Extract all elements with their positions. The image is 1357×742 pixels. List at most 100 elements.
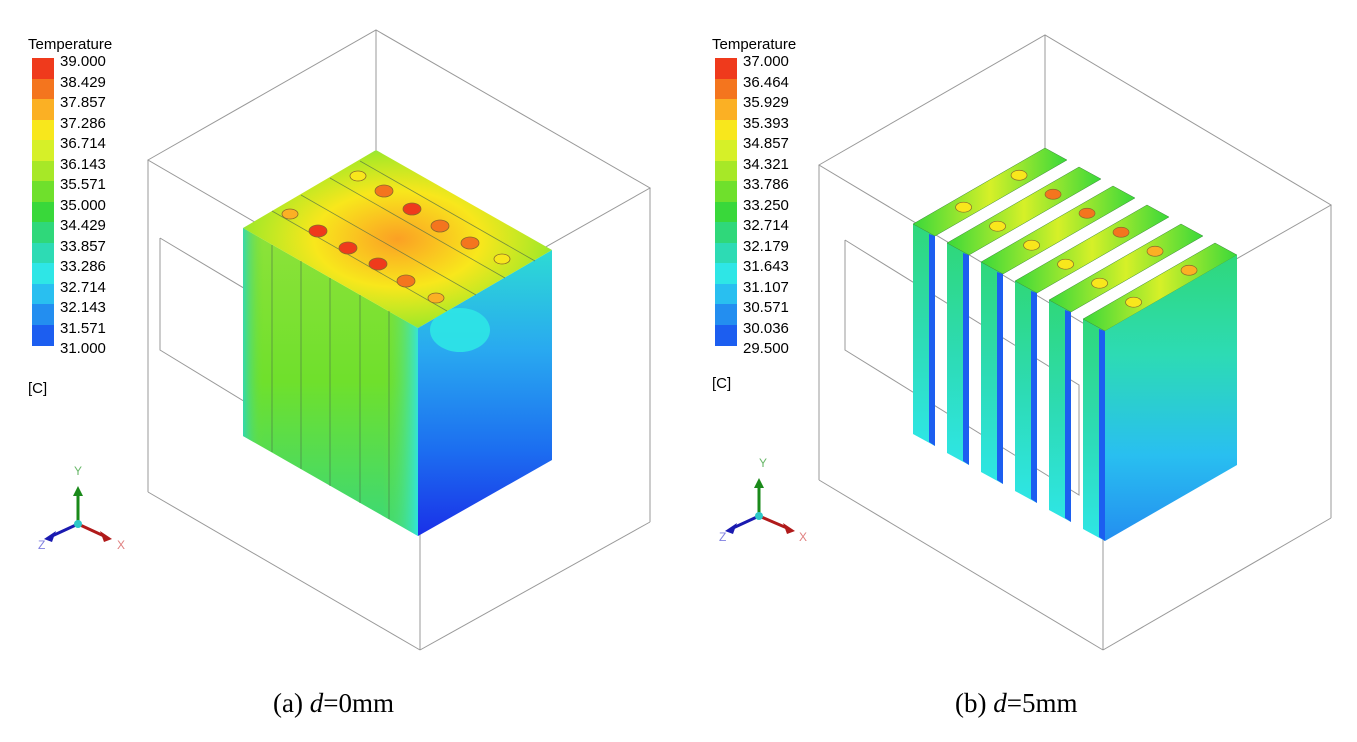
terminal: [955, 201, 972, 213]
legend-tick-label: 38.429: [60, 73, 106, 91]
axis-label-z: Z: [719, 530, 727, 544]
axis-triad: [725, 478, 795, 534]
legend-tick-label: 33.286: [60, 258, 106, 275]
legend-swatch: [715, 283, 737, 305]
cell-gap-shadow: [929, 234, 935, 446]
legend-swatch: [32, 242, 54, 264]
legend-swatch: [32, 201, 54, 223]
cell-top-face: [946, 166, 1102, 256]
legend-tick-label: 29.500: [743, 340, 789, 357]
legend-unit: [C]: [712, 375, 732, 392]
legend-tick-label: 36.714: [60, 135, 106, 152]
axis-triad: [44, 486, 112, 542]
caption-b: (b) d=5mm: [955, 688, 1078, 718]
legend-tick-label: 33.857: [60, 237, 106, 255]
cell-gap-shadow: [963, 253, 969, 465]
legend-tick-label: 35.929: [743, 94, 789, 111]
legend-tick-label: 35.000: [60, 196, 106, 214]
legend-swatch: [32, 160, 54, 182]
legend-swatch: [715, 242, 737, 264]
legend-swatch: [715, 324, 737, 346]
cell-top-face: [1014, 204, 1170, 294]
terminal: [1023, 239, 1040, 251]
legend-tick-label: 35.393: [743, 114, 789, 132]
terminal: [1044, 188, 1062, 200]
cell-gap-shadow: [1065, 310, 1071, 522]
cell-top-face: [980, 185, 1136, 275]
battery-top-face: [243, 150, 552, 328]
legend-tick-label: 32.143: [60, 299, 106, 316]
legend-tick-label: 32.714: [60, 278, 106, 296]
legend-tick-label: 32.179: [743, 237, 789, 255]
legend-swatch: [32, 263, 54, 284]
legend-unit: [C]: [28, 380, 48, 397]
legend-tick-label: 35.571: [60, 176, 106, 193]
legend-tick-label: 34.429: [60, 217, 106, 234]
legend-tick-label: 34.857: [743, 135, 789, 152]
legend-tick-label: 36.143: [60, 155, 106, 173]
terminal: [1146, 245, 1164, 257]
caption-a: (a) d=0mm: [273, 688, 394, 718]
legend-tick-label: 31.107: [743, 278, 789, 296]
legend-tick-label: 31.571: [60, 319, 106, 337]
cell-top-face: [912, 147, 1068, 237]
axis-label-y: Y: [74, 464, 83, 478]
legend-swatch: [715, 304, 737, 325]
terminal: [1078, 207, 1096, 219]
axis-label-x: X: [117, 538, 126, 552]
legend-swatch: [32, 222, 54, 243]
domain-box: [818, 34, 1332, 651]
terminal: [1125, 296, 1142, 308]
terminal: [1091, 277, 1108, 289]
legend-swatch: [715, 119, 737, 141]
legend-swatch: [32, 78, 54, 100]
terminal: [1112, 226, 1130, 238]
legend-tick-label: 34.321: [743, 155, 789, 173]
axis-label-z: Z: [38, 538, 46, 552]
legend-swatch: [32, 140, 54, 161]
axis-label-y: Y: [759, 456, 768, 470]
panel-a: Temperature 39.000 38.429 37.857 37.286 36.7…: [0, 0, 678, 742]
cell-gap-shadow: [997, 272, 1003, 484]
legend-swatch: [32, 324, 54, 346]
legend-swatch: [32, 283, 54, 305]
cell-side-face: [1105, 255, 1237, 541]
legend-tick-label: 30.036: [743, 319, 789, 337]
legend-title: Temperature: [712, 36, 797, 53]
legend-swatch: [715, 181, 737, 202]
legend-swatch: [715, 99, 737, 120]
terminal: [1057, 258, 1074, 270]
legend-swatch: [715, 222, 737, 243]
legend-title: Temperature: [28, 36, 113, 53]
panel-b: Temperature 37.000 36.464 35.929 35.393 34.8…: [679, 0, 1357, 742]
legend-tick-label: 31.643: [743, 258, 789, 275]
legend-swatch: [715, 201, 737, 223]
cell-gap-shadow: [1099, 329, 1105, 541]
terminal: [989, 220, 1006, 232]
legend-tick-label: 39.000: [60, 53, 106, 70]
battery-block: [243, 150, 552, 536]
terminal: [1180, 264, 1198, 276]
legend-tick-label: 37.857: [60, 94, 106, 111]
legend-swatch: [32, 99, 54, 120]
axis-label-x: X: [799, 530, 808, 544]
legend-tick-label: 31.000: [60, 340, 106, 357]
legend-swatch: [715, 140, 737, 161]
battery-cells: [912, 147, 1238, 541]
legend-swatch: [32, 119, 54, 141]
legend-tick-label: 36.464: [743, 73, 789, 91]
legend-tick-label: 33.250: [743, 196, 789, 214]
terminals: [281, 170, 511, 304]
battery-pack-view: [725, 34, 1332, 651]
legend-swatch: [715, 160, 737, 182]
legend-tick-label: 37.286: [60, 114, 106, 132]
battery-pack-view: [44, 29, 652, 651]
legend-swatch: [715, 263, 737, 284]
legend-tick-label: 33.786: [743, 176, 789, 193]
terminal: [1010, 169, 1028, 181]
legend-swatch: [715, 78, 737, 100]
legend-tick-label: 37.000: [743, 53, 789, 70]
legend-tick-label: 30.571: [743, 299, 789, 316]
legend-swatch: [715, 58, 737, 79]
legend-swatch: [32, 304, 54, 325]
